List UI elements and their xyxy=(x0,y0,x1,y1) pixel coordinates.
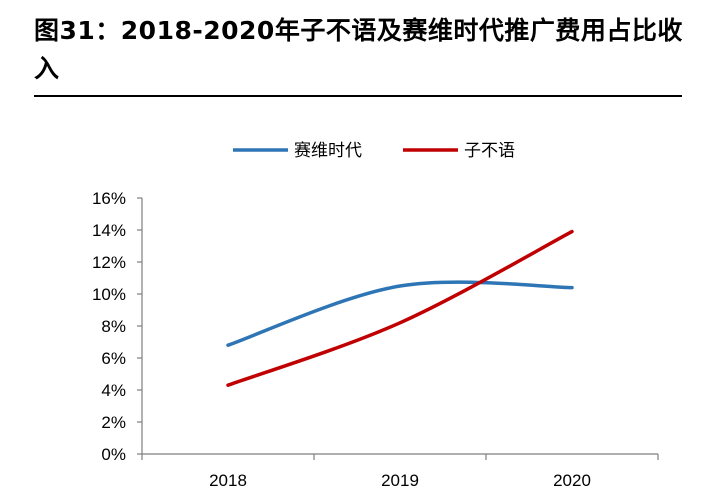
legend-label-1: 赛维时代 xyxy=(294,140,362,161)
x-tick-label: 2019 xyxy=(381,471,419,486)
y-tick-label: 12% xyxy=(92,253,126,272)
series-line-1 xyxy=(226,280,574,347)
title-block: 图31：2018-2020年子不语及赛维时代推广费用占比收入 xyxy=(34,12,684,88)
y-tick-label: 8% xyxy=(101,317,126,336)
y-tick-label: 4% xyxy=(101,381,126,400)
chart-title: 图31：2018-2020年子不语及赛维时代推广费用占比收入 xyxy=(34,16,683,83)
y-tick-label: 16% xyxy=(92,189,126,208)
y-tick-label: 0% xyxy=(101,445,126,464)
y-tick-label: 14% xyxy=(92,221,126,240)
title-underline xyxy=(34,95,682,97)
y-tick-label: 6% xyxy=(101,349,126,368)
y-tick-label: 2% xyxy=(101,413,126,432)
series-line-2 xyxy=(226,229,574,387)
legend-label-2: 子不语 xyxy=(464,141,515,161)
x-tick-label: 2020 xyxy=(553,471,591,486)
y-tick-label: 10% xyxy=(92,285,126,304)
x-tick-label: 2018 xyxy=(209,471,247,486)
